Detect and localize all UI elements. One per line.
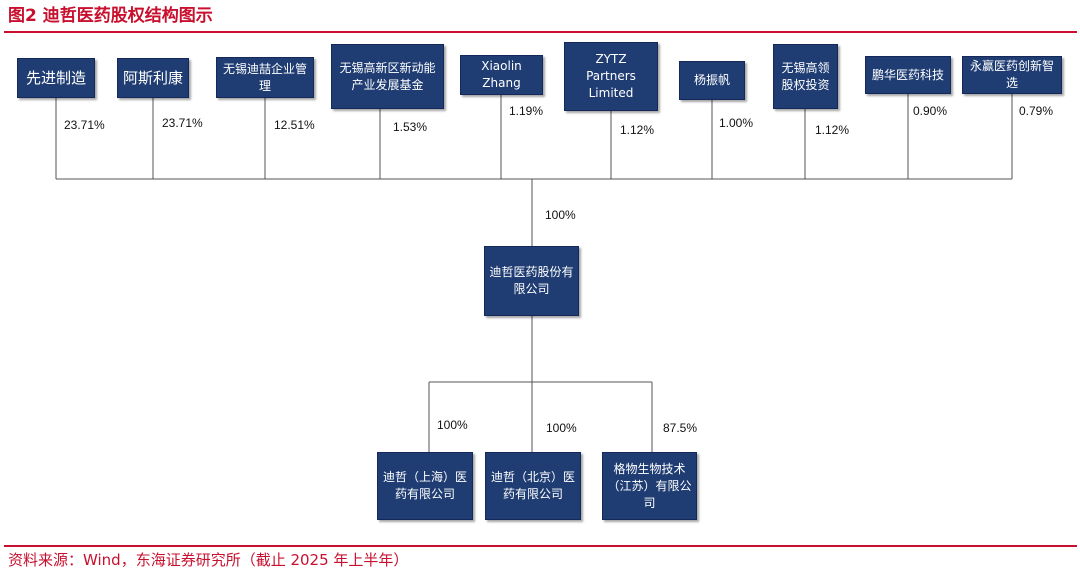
shareholder-box-wuxi-gaoling: 无锡高领股权投资	[773, 44, 838, 109]
shareholder-pct: 1.12%	[815, 123, 850, 137]
shareholder-name: 无锡迪喆企业管理	[222, 61, 307, 93]
shareholder-box-penghua: 鹏华医药科技	[865, 56, 951, 94]
subsidiary-name: 迪哲（上海）医药有限公司	[382, 470, 467, 501]
company-pct: 100%	[545, 208, 576, 222]
company-box-dizal: 迪哲医药股份有限公司	[484, 246, 579, 316]
shareholder-name: ZYTZ Partners Limited	[586, 52, 636, 100]
shareholder-pct: 23.71%	[64, 118, 105, 132]
shareholder-name: 杨振帆	[693, 73, 730, 87]
shareholder-pct: 12.51%	[274, 118, 315, 132]
subsidiary-pct: 100%	[437, 418, 468, 432]
shareholder-pct: 23.71%	[162, 116, 203, 130]
shareholder-pct: 0.90%	[913, 104, 948, 118]
top-rule	[4, 31, 1077, 33]
company-name: 迪哲医药股份有限公司	[489, 265, 574, 296]
shareholder-box-wuxi-high-tech-fund: 无锡高新区新动能产业发展基金	[331, 44, 444, 109]
shareholder-box-wuxi-dizhe: 无锡迪喆企业管理	[216, 57, 314, 98]
shareholder-box-yongying: 永赢医药创新智选	[962, 56, 1062, 94]
subsidiary-pct: 100%	[546, 421, 577, 435]
shareholder-name: Xiaolin Zhang	[481, 59, 522, 90]
subsidiary-name: 迪哲（北京）医药有限公司	[490, 470, 575, 501]
shareholder-box-astrazeneca: 阿斯利康	[117, 58, 189, 98]
shareholder-name: 先进制造	[25, 68, 86, 87]
shareholder-pct: 1.53%	[393, 120, 428, 134]
subsidiary-box-gewu-jiangsu: 格物生物技术（江苏）有限公司	[602, 452, 697, 520]
figure-title: 图2 迪哲医药股权结构图示	[8, 6, 213, 26]
shareholder-box-zytz-partners: ZYTZ Partners Limited	[564, 42, 658, 111]
shareholder-name: 阿斯利康	[122, 68, 183, 87]
shareholder-box-yang-zhenfan: 杨振帆	[679, 61, 745, 100]
shareholder-pct: 1.19%	[509, 104, 544, 118]
shareholder-name: 鹏华医药科技	[871, 67, 944, 82]
shareholder-box-xianjin-zhizao: 先进制造	[17, 58, 95, 98]
subsidiary-box-dizal-beijing: 迪哲（北京）医药有限公司	[485, 452, 581, 520]
subsidiary-name: 格物生物技术（江苏）有限公司	[607, 461, 692, 510]
shareholder-pct: 1.00%	[719, 116, 754, 130]
shareholder-pct: 1.12%	[620, 123, 655, 137]
shareholder-box-xiaolin-zhang: Xiaolin Zhang	[460, 55, 543, 95]
shareholder-name: 永赢医药创新智选	[969, 59, 1054, 90]
subsidiary-pct: 87.5%	[663, 421, 698, 435]
shareholder-pct: 0.79%	[1019, 104, 1054, 118]
source-note: 资料来源：Wind，东海证券研究所（截止 2025 年上半年）	[8, 551, 409, 569]
bottom-rule	[4, 545, 1077, 547]
subsidiary-box-dizal-shanghai: 迪哲（上海）医药有限公司	[377, 452, 473, 520]
shareholder-name: 无锡高领股权投资	[781, 60, 830, 92]
shareholder-name: 无锡高新区新动能产业发展基金	[339, 60, 436, 92]
